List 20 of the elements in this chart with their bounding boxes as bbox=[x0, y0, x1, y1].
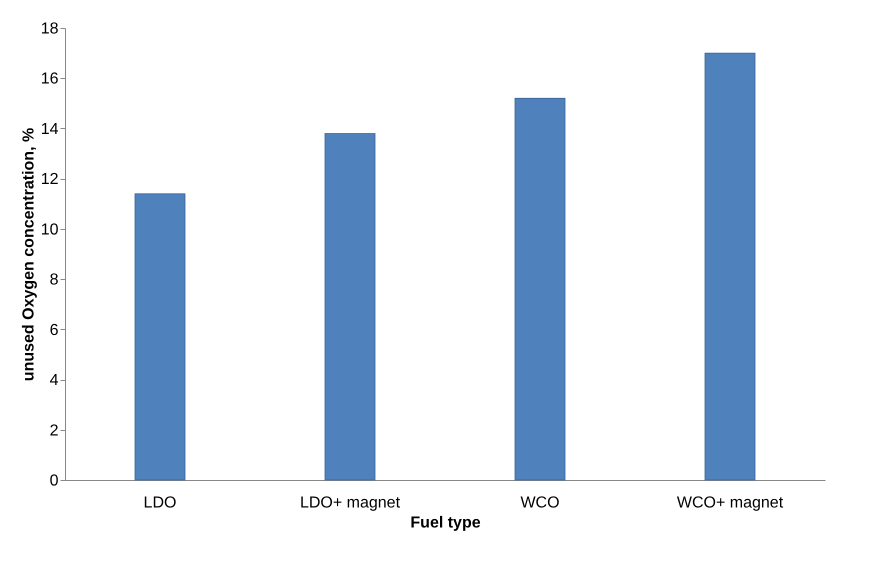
y-tick-label: 6 bbox=[50, 322, 59, 339]
y-tick-label: 8 bbox=[50, 272, 59, 289]
bar bbox=[514, 98, 566, 480]
x-tick-label: WCO+ magnet bbox=[676, 494, 784, 512]
y-axis-title: unused Oxygen concentration, % bbox=[20, 128, 38, 382]
y-tick-label: 14 bbox=[40, 120, 59, 138]
bar bbox=[134, 193, 186, 480]
bar bbox=[324, 133, 376, 480]
x-tick-label: LDO bbox=[144, 494, 176, 512]
y-tick-label: 18 bbox=[40, 20, 59, 38]
bar bbox=[704, 52, 756, 480]
x-axis-title: Fuel type bbox=[410, 514, 481, 532]
y-tick-label: 16 bbox=[40, 70, 59, 88]
y-tick-label: 2 bbox=[50, 422, 59, 440]
y-tick-label: 10 bbox=[40, 221, 59, 238]
y-tick-label: 12 bbox=[40, 171, 59, 188]
x-tick-label: LDO+ magnet bbox=[300, 494, 401, 512]
y-tick-label: 0 bbox=[50, 472, 59, 490]
y-tick-label: 4 bbox=[50, 372, 59, 390]
x-tick-label: WCO bbox=[520, 494, 560, 512]
